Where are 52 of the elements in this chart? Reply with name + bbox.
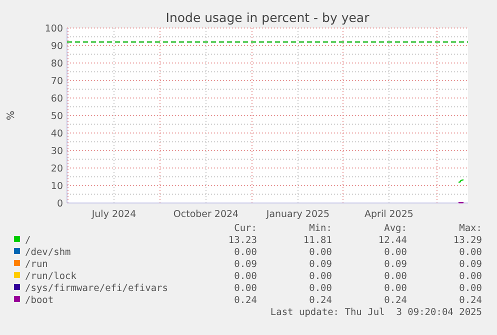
y-axis-title: % bbox=[6, 110, 17, 120]
x-tick-label: July 2024 bbox=[90, 209, 136, 220]
text: 13.23 bbox=[228, 235, 257, 246]
text: 0.09 bbox=[459, 259, 482, 270]
text: 0.00 bbox=[459, 271, 482, 282]
text: 0.24 bbox=[459, 295, 482, 306]
text: 0.00 bbox=[459, 283, 482, 294]
y-tick-label: 50 bbox=[50, 110, 63, 122]
text: Last update: Thu Jul 3 09:20:04 2025 bbox=[270, 307, 482, 318]
text: 0.00 bbox=[309, 271, 332, 282]
y-tick-label: 60 bbox=[50, 93, 63, 104]
text: 12.44 bbox=[378, 235, 408, 246]
text: Cur: bbox=[234, 223, 257, 234]
text: Max: bbox=[459, 223, 482, 234]
x-tick-label: April 2025 bbox=[364, 209, 414, 220]
text: 0.24 bbox=[234, 295, 258, 306]
text: 0.00 bbox=[234, 283, 258, 294]
y-tick-label: 40 bbox=[50, 128, 63, 140]
legend-label: /sys/firmware/efi/efivars bbox=[25, 283, 168, 294]
text: 0.00 bbox=[384, 271, 408, 282]
text: 0.00 bbox=[384, 247, 408, 258]
y-tick-label: 30 bbox=[50, 146, 63, 157]
text: 0.00 bbox=[234, 271, 258, 282]
text: 0.24 bbox=[384, 295, 408, 306]
text: 0.00 bbox=[459, 247, 482, 258]
y-tick-label: 70 bbox=[50, 76, 63, 87]
y-tick-label: 90 bbox=[50, 40, 63, 52]
text: 0.09 bbox=[309, 259, 332, 270]
x-tick-label: October 2024 bbox=[173, 209, 239, 220]
text: Avg: bbox=[384, 223, 407, 234]
legend-label: /run bbox=[25, 259, 48, 270]
text: 0.09 bbox=[384, 259, 408, 270]
text: Min: bbox=[309, 223, 332, 234]
text: 11.81 bbox=[303, 235, 332, 246]
text: 0.24 bbox=[309, 295, 332, 306]
y-tick-label: 100 bbox=[44, 23, 63, 34]
y-tick-label: 80 bbox=[50, 58, 63, 70]
text: 0.00 bbox=[309, 247, 332, 258]
text: 13.29 bbox=[453, 235, 482, 246]
text: 0.00 bbox=[384, 283, 408, 294]
y-tick-label: 20 bbox=[50, 163, 63, 174]
legend-label: /run/lock bbox=[25, 271, 77, 282]
legend-label: / bbox=[25, 235, 31, 246]
y-tick-label: 10 bbox=[50, 180, 63, 192]
legend-label: /boot bbox=[25, 295, 54, 306]
chart-title: Inode usage in percent - by year bbox=[166, 10, 370, 25]
text: 0.00 bbox=[234, 247, 258, 258]
y-tick-label: 0 bbox=[56, 198, 63, 210]
text: 0.00 bbox=[309, 283, 332, 294]
text: 0.09 bbox=[234, 259, 258, 270]
x-tick-label: January 2025 bbox=[265, 209, 330, 220]
legend-label: /dev/shm bbox=[25, 247, 72, 258]
